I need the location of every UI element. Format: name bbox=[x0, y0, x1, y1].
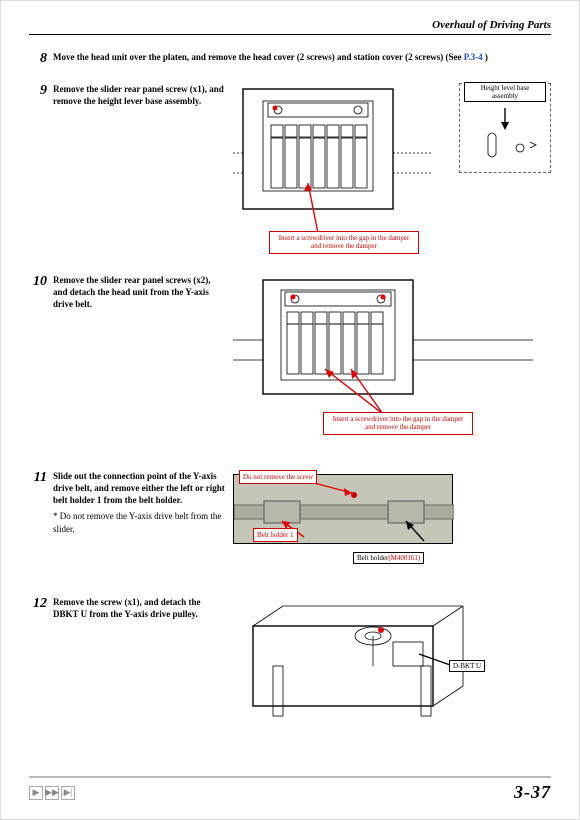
step-number: 11 bbox=[29, 470, 53, 580]
step-number: 8 bbox=[29, 51, 53, 67]
lbl-belt-holder-b: (M400161) bbox=[388, 554, 420, 562]
step-text: Remove the slider rear panel screws (x2)… bbox=[53, 274, 233, 444]
manual-page: Overhaul of Driving Parts 8 Move the hea… bbox=[0, 0, 580, 820]
lbl-belt-holder-1: Belt holder 1 bbox=[253, 528, 298, 542]
step-text-main: Slide out the connection point of the Y-… bbox=[53, 471, 225, 505]
step-10: 10 Remove the slider rear panel screws (… bbox=[29, 274, 551, 444]
step-9-figure: Height level base assembly Insert a scre… bbox=[233, 83, 551, 258]
step-11-figure: Do not remove the screw Belt holder 1 Be… bbox=[233, 470, 551, 580]
page-footer: ▶ ▶▶ ▶| 3-37 bbox=[29, 776, 551, 803]
page-number: 3-37 bbox=[514, 782, 551, 803]
step-text: Remove the slider rear panel screw (x1),… bbox=[53, 83, 233, 258]
step-8: 8 Move the head unit over the platen, an… bbox=[29, 51, 551, 67]
lbl-dbkt-u: D-BKT U bbox=[449, 660, 485, 672]
step-number: 10 bbox=[29, 274, 53, 444]
nav-next-icon[interactable]: ▶▶ bbox=[45, 786, 59, 800]
step-number: 9 bbox=[29, 83, 53, 258]
step-12-figure: D-BKT U bbox=[233, 596, 551, 736]
lbl-belt-holder-part: Belt holder(M400161) bbox=[353, 552, 424, 564]
step-12: 12 Remove the screw (x1), and detach the… bbox=[29, 596, 551, 736]
inset-label: Height level base assembly bbox=[464, 82, 546, 102]
step-number: 12 bbox=[29, 596, 53, 736]
callout-red: Insert a screwdriver into the gap in the… bbox=[269, 231, 419, 254]
step-text-a: Move the head unit over the platen, and … bbox=[53, 52, 464, 62]
step-text: Move the head unit over the platen, and … bbox=[53, 51, 551, 67]
step-text: Slide out the connection point of the Y-… bbox=[53, 470, 233, 580]
inset-height-assembly: Height level base assembly bbox=[459, 83, 551, 173]
step-text: Remove the screw (x1), and detach the DB… bbox=[53, 596, 233, 736]
page-ref-link[interactable]: P.3-4 bbox=[464, 52, 483, 62]
nav-last-icon[interactable]: ▶| bbox=[61, 786, 75, 800]
lbl-do-not-remove: Do not remove the screw bbox=[239, 470, 317, 484]
callout-red: Insert a screwdriver into the gap in the… bbox=[323, 412, 473, 435]
nav-prev-icon[interactable]: ▶ bbox=[29, 786, 43, 800]
step-9: 9 Remove the slider rear panel screw (x1… bbox=[29, 83, 551, 258]
step-note: * Do not remove the Y-axis drive belt fr… bbox=[53, 510, 227, 534]
step-10-figure: Insert a screwdriver into the gap in the… bbox=[233, 274, 551, 444]
lbl-belt-holder-a: Belt holder bbox=[357, 554, 388, 562]
step-11: 11 Slide out the connection point of the… bbox=[29, 470, 551, 580]
nav-buttons: ▶ ▶▶ ▶| bbox=[29, 786, 75, 800]
section-header: Overhaul of Driving Parts bbox=[29, 19, 551, 35]
step-text-b: ) bbox=[483, 52, 488, 62]
